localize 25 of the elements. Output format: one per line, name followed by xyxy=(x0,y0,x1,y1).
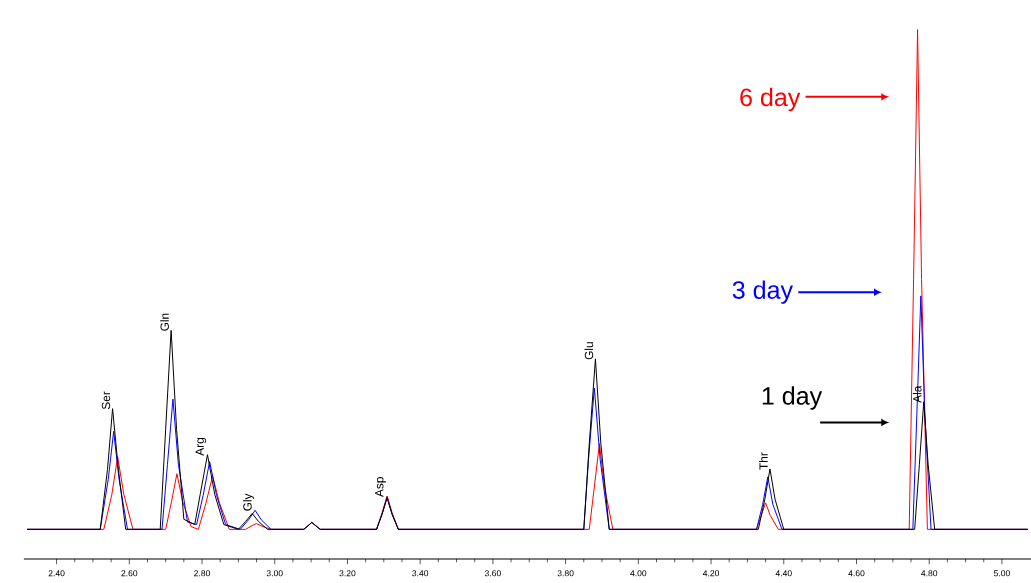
annotation: Glu xyxy=(584,342,594,360)
x-tick-label: 4.20 xyxy=(702,570,720,577)
annotation: Asp xyxy=(375,477,386,498)
x-tick-label: 3.00 xyxy=(266,570,283,577)
legend-label: 3 day xyxy=(732,280,794,304)
annotation: Ser xyxy=(101,391,111,410)
annotation: Arg xyxy=(195,438,207,456)
x-tick-label: 4.60 xyxy=(848,570,865,577)
x-tick-label: 2.60 xyxy=(121,570,138,577)
annotation: Gln xyxy=(160,313,169,331)
x-tick-label: 5.00 xyxy=(993,570,1010,577)
annotation: Ala xyxy=(912,385,922,403)
x-tick-label: 3.40 xyxy=(412,570,429,577)
x-tick-label: 3.20 xyxy=(339,570,356,577)
x-tick-label: 3.80 xyxy=(557,570,574,577)
x-tick-label: 4.00 xyxy=(630,570,647,577)
x-tick-label: 4.80 xyxy=(921,570,938,577)
x-tick-label: 2.40 xyxy=(48,570,65,577)
annotation: Thr xyxy=(759,452,768,470)
text: 1 day xyxy=(762,386,823,410)
x-tick-label: 4.40 xyxy=(775,570,792,577)
legend-label: 6 day xyxy=(740,87,801,112)
annotation: Gly xyxy=(242,493,255,511)
x-tick-label: 3.60 xyxy=(484,570,501,577)
x-tick-label: 2.80 xyxy=(194,570,211,577)
